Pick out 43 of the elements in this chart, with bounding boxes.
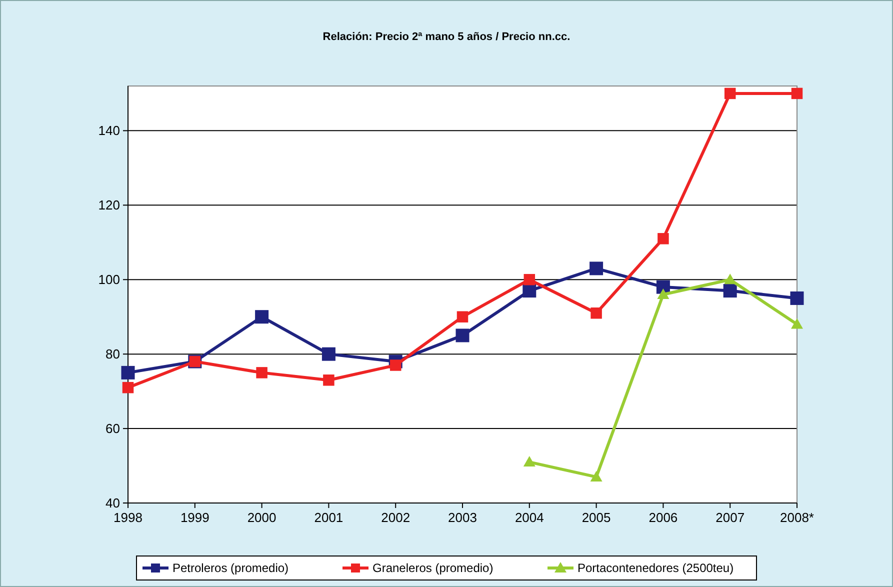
point	[791, 88, 803, 100]
x-tick-label: 2003	[448, 510, 477, 525]
point	[456, 311, 468, 322]
x-tick-label: 2004	[514, 510, 544, 525]
y-tick-label: 120	[98, 198, 120, 213]
point	[255, 310, 269, 324]
x-tick-label: 2002	[381, 510, 410, 525]
x-tick-label: 2005	[582, 510, 611, 525]
point	[590, 262, 604, 276]
point	[122, 382, 134, 394]
point	[456, 328, 470, 342]
x-tick-label: 2007	[716, 510, 745, 525]
legend-label: Portacontenedores (2500teu)	[578, 561, 734, 576]
point	[522, 284, 536, 298]
x-tick-label: 2000	[247, 510, 276, 525]
x-tick-label: 2008*	[780, 510, 814, 525]
point	[524, 274, 536, 286]
y-tick-label: 100	[98, 272, 120, 288]
y-tick-label: 80	[106, 346, 120, 362]
point	[790, 291, 804, 305]
point	[590, 307, 602, 319]
y-tick-label: 60	[106, 421, 120, 436]
legend-label: Petroleros (promedio)	[172, 561, 289, 576]
point	[323, 374, 334, 386]
point	[390, 360, 402, 371]
x-tick-label: 1999	[180, 510, 210, 525]
point	[724, 88, 736, 100]
x-tick-label: 1998	[114, 510, 142, 525]
legend-label: Graneleros (promedio)	[372, 561, 494, 576]
x-tick-label: 2006	[648, 510, 678, 525]
point	[256, 367, 268, 378]
chart-title: Relación: Precio 2ª mano 5 años / Precio nn.cc.	[322, 31, 570, 43]
point	[523, 456, 536, 467]
point	[658, 233, 669, 244]
y-tick-label: 40	[106, 496, 120, 511]
point	[590, 470, 602, 482]
point	[121, 366, 135, 380]
y-tick-label: 140	[98, 123, 120, 138]
x-tick-label: 2001	[314, 510, 344, 525]
point	[791, 318, 803, 329]
point	[657, 288, 670, 299]
point	[322, 347, 336, 361]
point	[723, 284, 737, 298]
